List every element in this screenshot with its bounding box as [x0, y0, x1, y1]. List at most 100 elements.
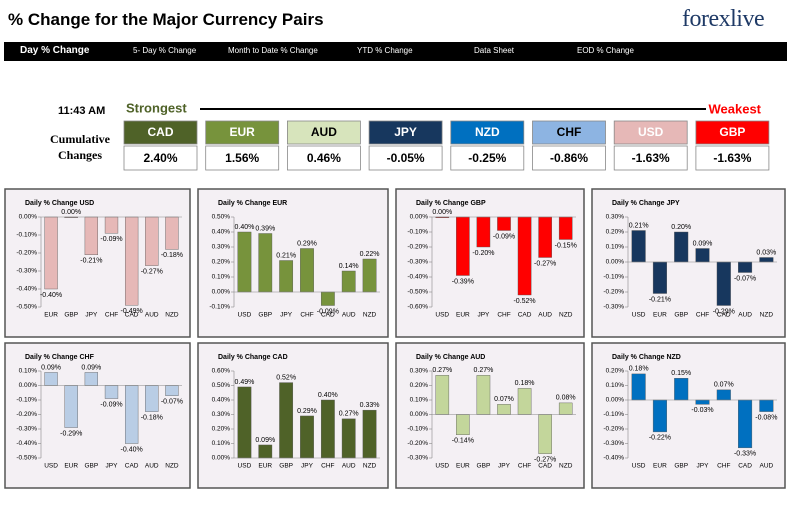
- y-tick-label: 0.20%: [410, 382, 429, 389]
- data-label: 0.52%: [276, 374, 296, 381]
- change-tile: [286, 145, 361, 171]
- data-label: 0.09%: [693, 240, 713, 247]
- bar: [258, 233, 273, 293]
- y-tick-label: -0.50%: [16, 455, 37, 462]
- data-label: 0.08%: [556, 395, 576, 402]
- currency-change: 2.40%: [143, 151, 177, 165]
- y-tick-label: -0.20%: [407, 244, 428, 251]
- currency-tile: [613, 120, 688, 145]
- currency-change: -0.25%: [468, 151, 506, 165]
- bar: [84, 216, 99, 255]
- bar: [124, 216, 139, 306]
- data-label: 0.00%: [61, 209, 81, 216]
- bar: [44, 372, 58, 386]
- bar: [631, 373, 646, 401]
- strongest-label: Strongest: [126, 100, 187, 115]
- change-tile: [532, 145, 606, 171]
- chart-title: Daily % Change AUD: [416, 354, 485, 361]
- bar: [44, 216, 58, 290]
- bar: [165, 216, 179, 250]
- x-tick-label: JPY: [85, 312, 98, 319]
- bar: [497, 404, 511, 415]
- logo[interactable]: forexlive: [682, 6, 765, 32]
- currency-tile: [286, 120, 361, 145]
- y-tick-label: -0.50%: [16, 304, 37, 311]
- y-tick-label: -0.40%: [407, 274, 428, 281]
- y-tick-label: -0.30%: [603, 304, 624, 311]
- x-tick-label: JPY: [477, 312, 490, 319]
- data-label: 0.14%: [339, 263, 359, 270]
- y-tick-label: 0.10%: [606, 382, 625, 389]
- x-tick-label: AUD: [738, 312, 752, 319]
- x-tick-label: AUD: [145, 312, 159, 319]
- nav-tab[interactable]: Month to Date % Change: [228, 46, 318, 55]
- data-label: -0.49%: [121, 308, 143, 315]
- y-tick-label: -0.40%: [16, 286, 37, 293]
- chart-title: Daily % Change CHF: [25, 354, 95, 361]
- currency-change: -1.63%: [632, 151, 670, 165]
- data-label: 0.27%: [339, 411, 359, 418]
- bar: [456, 414, 470, 435]
- data-label: -0.18%: [161, 252, 183, 259]
- bar: [341, 418, 356, 459]
- chart-panel: [395, 188, 585, 338]
- currency-name: JPY: [394, 125, 417, 139]
- bar: [695, 399, 710, 405]
- currency-change: 1.56%: [225, 151, 259, 165]
- currency-tile: [695, 120, 770, 145]
- data-label: -0.07%: [161, 398, 183, 405]
- bar: [362, 409, 377, 459]
- change-tile: [368, 145, 443, 171]
- bar: [104, 216, 119, 234]
- bar: [476, 375, 491, 415]
- change-tile: [695, 145, 770, 171]
- data-label: 0.29%: [297, 408, 317, 415]
- y-tick-label: 0.00%: [212, 289, 231, 296]
- y-tick-label: -0.40%: [603, 455, 624, 462]
- data-label: 0.18%: [629, 366, 649, 373]
- x-tick-label: AUD: [342, 312, 356, 319]
- data-label: -0.29%: [713, 308, 735, 315]
- chart-panel: [4, 188, 191, 338]
- currency-change: -0.05%: [387, 151, 425, 165]
- x-tick-label: JPY: [280, 312, 293, 319]
- bar: [538, 216, 552, 258]
- x-tick-label: NZD: [559, 312, 573, 319]
- weakest-label: Weakest: [708, 101, 761, 116]
- data-label: 0.07%: [714, 382, 734, 389]
- bar: [456, 216, 470, 276]
- change-tile: [205, 145, 280, 171]
- x-tick-label: EUR: [653, 312, 667, 319]
- currency-name: AUD: [311, 125, 337, 139]
- nav-tab[interactable]: 5- Day % Change: [133, 46, 197, 55]
- y-tick-label: -0.50%: [407, 289, 428, 296]
- y-tick-label: -0.10%: [407, 229, 428, 236]
- nav-tab[interactable]: Day % Change: [20, 45, 90, 56]
- x-tick-label: EUR: [456, 312, 470, 319]
- y-tick-label: 0.00%: [606, 397, 625, 404]
- y-tick-label: 0.20%: [606, 229, 625, 236]
- bar: [279, 260, 294, 293]
- y-tick-label: -0.40%: [16, 440, 37, 447]
- y-tick-label: 0.50%: [212, 214, 231, 221]
- bar: [320, 291, 335, 306]
- nav-tab[interactable]: Data Sheet: [474, 46, 515, 55]
- nav-tab[interactable]: YTD % Change: [357, 46, 413, 55]
- y-tick-label: -0.10%: [603, 274, 624, 281]
- bar: [738, 261, 753, 273]
- data-label: -0.09%: [100, 236, 122, 243]
- data-label: -0.18%: [141, 414, 163, 421]
- bar: [237, 231, 252, 293]
- currency-tile: [368, 120, 443, 145]
- x-tick-label: AUD: [538, 312, 552, 319]
- bar: [652, 399, 667, 433]
- y-tick-label: 0.10%: [212, 440, 231, 447]
- bar: [476, 216, 491, 248]
- nav-tab[interactable]: EOD % Change: [577, 46, 634, 55]
- y-tick-label: 0.40%: [212, 397, 231, 404]
- y-tick-label: -0.10%: [209, 304, 230, 311]
- chart-title: Daily % Change USD: [25, 200, 94, 207]
- y-tick-label: 0.20%: [212, 259, 231, 266]
- bar: [237, 386, 252, 459]
- x-tick-label: USD: [632, 312, 646, 319]
